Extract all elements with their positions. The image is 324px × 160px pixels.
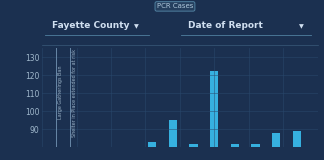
Text: ▼: ▼	[134, 25, 138, 30]
Text: Fayette County: Fayette County	[52, 21, 129, 30]
Text: Date of Report: Date of Report	[188, 21, 263, 30]
Bar	[231, 144, 239, 147]
Bar	[190, 144, 198, 147]
Text: PCR Cases: PCR Cases	[157, 3, 193, 9]
Text: Shelter in Place extended for at risk: Shelter in Place extended for at risk	[72, 49, 77, 137]
Bar	[293, 131, 301, 147]
Bar	[169, 120, 177, 147]
Bar	[272, 133, 280, 147]
Bar	[148, 142, 156, 147]
Text: ▼: ▼	[299, 25, 304, 30]
Text: Large Gatherings Ban: Large Gatherings Ban	[58, 66, 63, 119]
Bar	[210, 72, 218, 147]
Bar	[251, 144, 260, 147]
